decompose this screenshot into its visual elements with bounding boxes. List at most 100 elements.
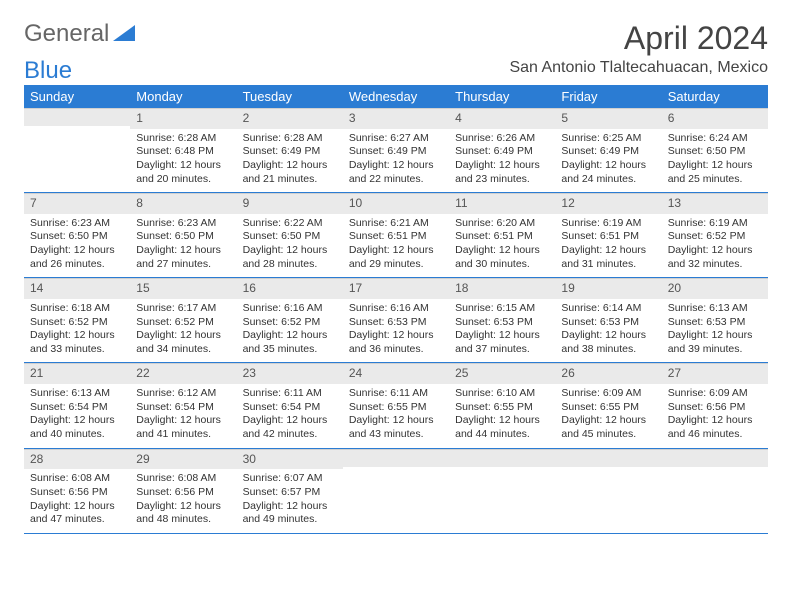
sunset-text: Sunset: 6:56 PM xyxy=(30,486,124,500)
calendar-cell: 24Sunrise: 6:11 AMSunset: 6:55 PMDayligh… xyxy=(343,363,449,448)
logo: General xyxy=(24,20,135,48)
calendar-cell: 26Sunrise: 6:09 AMSunset: 6:55 PMDayligh… xyxy=(555,363,661,448)
sunrise-text: Sunrise: 6:20 AM xyxy=(455,217,549,231)
day-number: 24 xyxy=(343,363,449,384)
day-body: Sunrise: 6:27 AMSunset: 6:49 PMDaylight:… xyxy=(343,129,449,193)
day-number: 22 xyxy=(130,363,236,384)
sunrise-text: Sunrise: 6:25 AM xyxy=(561,132,655,146)
day-number: 17 xyxy=(343,278,449,299)
day-body: Sunrise: 6:13 AMSunset: 6:53 PMDaylight:… xyxy=(662,299,768,363)
sunset-text: Sunset: 6:50 PM xyxy=(243,230,337,244)
sunset-text: Sunset: 6:53 PM xyxy=(668,316,762,330)
sunrise-text: Sunrise: 6:19 AM xyxy=(668,217,762,231)
calendar-cell: 27Sunrise: 6:09 AMSunset: 6:56 PMDayligh… xyxy=(662,363,768,448)
daylight-text: Daylight: 12 hours and 24 minutes. xyxy=(561,159,655,186)
day-number: 5 xyxy=(555,108,661,129)
sunrise-text: Sunrise: 6:09 AM xyxy=(561,387,655,401)
daylight-text: Daylight: 12 hours and 31 minutes. xyxy=(561,244,655,271)
day-number: 12 xyxy=(555,193,661,214)
daylight-text: Daylight: 12 hours and 28 minutes. xyxy=(243,244,337,271)
sunset-text: Sunset: 6:54 PM xyxy=(30,401,124,415)
daylight-text: Daylight: 12 hours and 27 minutes. xyxy=(136,244,230,271)
day-body: Sunrise: 6:20 AMSunset: 6:51 PMDaylight:… xyxy=(449,214,555,278)
day-number: 26 xyxy=(555,363,661,384)
sunset-text: Sunset: 6:48 PM xyxy=(136,145,230,159)
day-number: 3 xyxy=(343,108,449,129)
calendar-row: 7Sunrise: 6:23 AMSunset: 6:50 PMDaylight… xyxy=(24,193,768,278)
daylight-text: Daylight: 12 hours and 34 minutes. xyxy=(136,329,230,356)
calendar-table: Sunday Monday Tuesday Wednesday Thursday… xyxy=(24,85,768,534)
sunset-text: Sunset: 6:51 PM xyxy=(349,230,443,244)
calendar-cell: 3Sunrise: 6:27 AMSunset: 6:49 PMDaylight… xyxy=(343,108,449,193)
sunrise-text: Sunrise: 6:08 AM xyxy=(136,472,230,486)
daylight-text: Daylight: 12 hours and 46 minutes. xyxy=(668,414,762,441)
logo-triangle-icon xyxy=(113,25,135,41)
daylight-text: Daylight: 12 hours and 38 minutes. xyxy=(561,329,655,356)
day-number: 10 xyxy=(343,193,449,214)
calendar-cell: 8Sunrise: 6:23 AMSunset: 6:50 PMDaylight… xyxy=(130,193,236,278)
day-header: Sunday xyxy=(24,85,130,108)
sunset-text: Sunset: 6:56 PM xyxy=(136,486,230,500)
sunset-text: Sunset: 6:49 PM xyxy=(349,145,443,159)
day-body: Sunrise: 6:22 AMSunset: 6:50 PMDaylight:… xyxy=(237,214,343,278)
day-body: Sunrise: 6:23 AMSunset: 6:50 PMDaylight:… xyxy=(130,214,236,278)
sunrise-text: Sunrise: 6:27 AM xyxy=(349,132,443,146)
calendar-cell: 6Sunrise: 6:24 AMSunset: 6:50 PMDaylight… xyxy=(662,108,768,193)
daylight-text: Daylight: 12 hours and 47 minutes. xyxy=(30,500,124,527)
day-body: Sunrise: 6:12 AMSunset: 6:54 PMDaylight:… xyxy=(130,384,236,448)
sunrise-text: Sunrise: 6:13 AM xyxy=(668,302,762,316)
sunrise-text: Sunrise: 6:26 AM xyxy=(455,132,549,146)
day-number: 23 xyxy=(237,363,343,384)
calendar-cell xyxy=(662,448,768,533)
calendar-cell xyxy=(24,108,130,193)
sunset-text: Sunset: 6:53 PM xyxy=(561,316,655,330)
sunset-text: Sunset: 6:54 PM xyxy=(243,401,337,415)
day-number: 18 xyxy=(449,278,555,299)
day-number: 13 xyxy=(662,193,768,214)
calendar-cell: 10Sunrise: 6:21 AMSunset: 6:51 PMDayligh… xyxy=(343,193,449,278)
day-body: Sunrise: 6:19 AMSunset: 6:51 PMDaylight:… xyxy=(555,214,661,278)
daylight-text: Daylight: 12 hours and 23 minutes. xyxy=(455,159,549,186)
day-body-empty xyxy=(555,467,661,531)
day-number: 8 xyxy=(130,193,236,214)
sunrise-text: Sunrise: 6:08 AM xyxy=(30,472,124,486)
day-number: 29 xyxy=(130,449,236,470)
day-number: 20 xyxy=(662,278,768,299)
day-header: Tuesday xyxy=(237,85,343,108)
daylight-text: Daylight: 12 hours and 49 minutes. xyxy=(243,500,337,527)
daylight-text: Daylight: 12 hours and 37 minutes. xyxy=(455,329,549,356)
daylight-text: Daylight: 12 hours and 35 minutes. xyxy=(243,329,337,356)
day-number: 30 xyxy=(237,449,343,470)
sunrise-text: Sunrise: 6:16 AM xyxy=(349,302,443,316)
day-body: Sunrise: 6:17 AMSunset: 6:52 PMDaylight:… xyxy=(130,299,236,363)
calendar-row: 28Sunrise: 6:08 AMSunset: 6:56 PMDayligh… xyxy=(24,448,768,533)
sunrise-text: Sunrise: 6:12 AM xyxy=(136,387,230,401)
sunset-text: Sunset: 6:55 PM xyxy=(349,401,443,415)
sunset-text: Sunset: 6:50 PM xyxy=(30,230,124,244)
day-body: Sunrise: 6:19 AMSunset: 6:52 PMDaylight:… xyxy=(662,214,768,278)
daylight-text: Daylight: 12 hours and 30 minutes. xyxy=(455,244,549,271)
sunrise-text: Sunrise: 6:07 AM xyxy=(243,472,337,486)
month-title: April 2024 xyxy=(509,20,768,57)
day-body: Sunrise: 6:28 AMSunset: 6:49 PMDaylight:… xyxy=(237,129,343,193)
sunset-text: Sunset: 6:52 PM xyxy=(243,316,337,330)
day-body: Sunrise: 6:23 AMSunset: 6:50 PMDaylight:… xyxy=(24,214,130,278)
daylight-text: Daylight: 12 hours and 45 minutes. xyxy=(561,414,655,441)
sunset-text: Sunset: 6:54 PM xyxy=(136,401,230,415)
day-number xyxy=(449,449,555,467)
sunset-text: Sunset: 6:53 PM xyxy=(455,316,549,330)
daylight-text: Daylight: 12 hours and 41 minutes. xyxy=(136,414,230,441)
calendar-cell: 18Sunrise: 6:15 AMSunset: 6:53 PMDayligh… xyxy=(449,278,555,363)
day-number: 1 xyxy=(130,108,236,129)
sunrise-text: Sunrise: 6:21 AM xyxy=(349,217,443,231)
sunrise-text: Sunrise: 6:09 AM xyxy=(668,387,762,401)
calendar-cell: 13Sunrise: 6:19 AMSunset: 6:52 PMDayligh… xyxy=(662,193,768,278)
calendar-cell: 21Sunrise: 6:13 AMSunset: 6:54 PMDayligh… xyxy=(24,363,130,448)
day-header: Friday xyxy=(555,85,661,108)
sunrise-text: Sunrise: 6:23 AM xyxy=(136,217,230,231)
day-body: Sunrise: 6:13 AMSunset: 6:54 PMDaylight:… xyxy=(24,384,130,448)
calendar-cell: 11Sunrise: 6:20 AMSunset: 6:51 PMDayligh… xyxy=(449,193,555,278)
sunrise-text: Sunrise: 6:11 AM xyxy=(243,387,337,401)
calendar-cell: 15Sunrise: 6:17 AMSunset: 6:52 PMDayligh… xyxy=(130,278,236,363)
day-number: 4 xyxy=(449,108,555,129)
